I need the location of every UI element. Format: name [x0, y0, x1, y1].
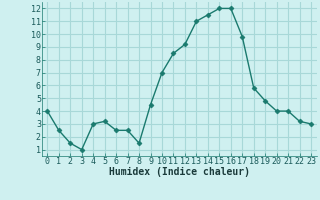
X-axis label: Humidex (Indice chaleur): Humidex (Indice chaleur) — [109, 167, 250, 177]
